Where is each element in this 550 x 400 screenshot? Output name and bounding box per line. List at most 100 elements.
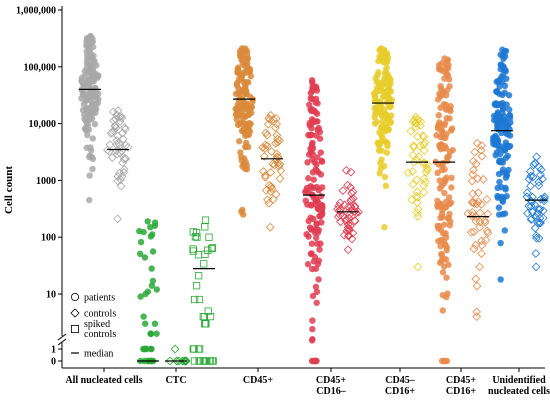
control-point (172, 356, 181, 366)
control-point (344, 226, 354, 235)
y-tick-label: 1000 (36, 176, 56, 187)
patient-point (148, 265, 155, 272)
patient-point (438, 127, 445, 134)
control-point (341, 166, 351, 175)
patient-point (379, 51, 387, 58)
patient-point (312, 99, 319, 106)
patient-point (151, 222, 159, 229)
patient-point (81, 82, 88, 89)
patient-point (436, 185, 444, 192)
control-point (120, 123, 130, 133)
control-point (475, 208, 485, 218)
patient-point (312, 234, 320, 242)
control-point (179, 356, 189, 366)
control-point (123, 142, 133, 152)
patient-point (87, 61, 94, 68)
patient-point (502, 174, 510, 181)
control-point (406, 126, 416, 136)
patient-point (438, 166, 446, 174)
patient-point (384, 142, 391, 150)
control-point (264, 113, 274, 123)
patient-point (316, 135, 324, 142)
control-point (476, 145, 486, 155)
series-controls (463, 138, 493, 321)
series-spiked-controls (189, 216, 217, 365)
patient-point (304, 201, 311, 208)
patient-point (153, 330, 160, 337)
patient-point (142, 290, 149, 298)
control-point (476, 199, 486, 209)
patient-point (86, 196, 93, 204)
patient-point (448, 174, 455, 182)
patient-point (493, 78, 500, 85)
patient-point (437, 82, 444, 90)
patient-point (378, 147, 385, 154)
patient-point (235, 76, 243, 83)
control-point (113, 176, 123, 186)
control-point (526, 171, 536, 181)
patient-point (499, 100, 506, 107)
patient-point (236, 138, 243, 145)
patient-point (308, 124, 315, 132)
patient-point (85, 43, 92, 50)
patient-point (242, 139, 250, 147)
control-point (477, 249, 486, 258)
control-point (535, 213, 545, 223)
spiked-control-point (193, 282, 201, 290)
control-point (412, 208, 422, 217)
patient-point (239, 96, 246, 104)
control-point (469, 197, 478, 207)
control-point (536, 194, 546, 204)
patient-point (492, 152, 499, 159)
patient-point (440, 180, 447, 187)
control-point (472, 281, 482, 291)
y-tick-label: 10 (46, 290, 56, 301)
spiked-control-point (191, 295, 199, 304)
patient-point (440, 357, 448, 365)
control-point (276, 166, 286, 176)
control-point (477, 141, 486, 150)
control-point (260, 151, 269, 161)
y-tick-label: 0 (51, 357, 56, 368)
patient-point (311, 159, 318, 166)
control-point (413, 114, 423, 124)
patient-point (383, 64, 390, 71)
spiked-control-point (193, 229, 201, 237)
series-controls (103, 106, 133, 224)
control-point (477, 240, 487, 250)
patient-point (315, 276, 322, 283)
patient-point (494, 124, 502, 131)
control-point (120, 153, 130, 163)
axis-break-mark (57, 338, 67, 346)
labels-layer: 01 10 100 1000 10,000 100,000 1,000,000 All nuc… (16, 6, 550, 398)
spiked-control-point (206, 357, 215, 365)
control-point (335, 210, 345, 220)
patient-point (443, 247, 450, 254)
patient-point (376, 102, 384, 110)
control-point (477, 236, 486, 246)
patient-point (501, 53, 509, 60)
control-point (107, 128, 117, 137)
control-point (348, 194, 358, 203)
control-point (466, 227, 476, 237)
patient-point (140, 313, 147, 320)
patient-point (87, 144, 94, 151)
control-point (115, 168, 124, 178)
control-point (413, 193, 423, 202)
patient-point (236, 120, 244, 128)
patient-point (313, 221, 320, 228)
control-point (532, 152, 541, 162)
patient-point (441, 204, 449, 211)
control-point (108, 107, 118, 117)
control-point (423, 164, 432, 173)
control-point (343, 245, 353, 255)
patient-point (439, 132, 447, 140)
control-point (471, 216, 481, 226)
control-point (480, 218, 490, 227)
series-patients (232, 45, 257, 218)
control-point (531, 262, 541, 272)
patient-point (445, 194, 453, 201)
patient-point (375, 81, 382, 89)
patient-point (446, 221, 454, 229)
control-point (473, 188, 483, 198)
